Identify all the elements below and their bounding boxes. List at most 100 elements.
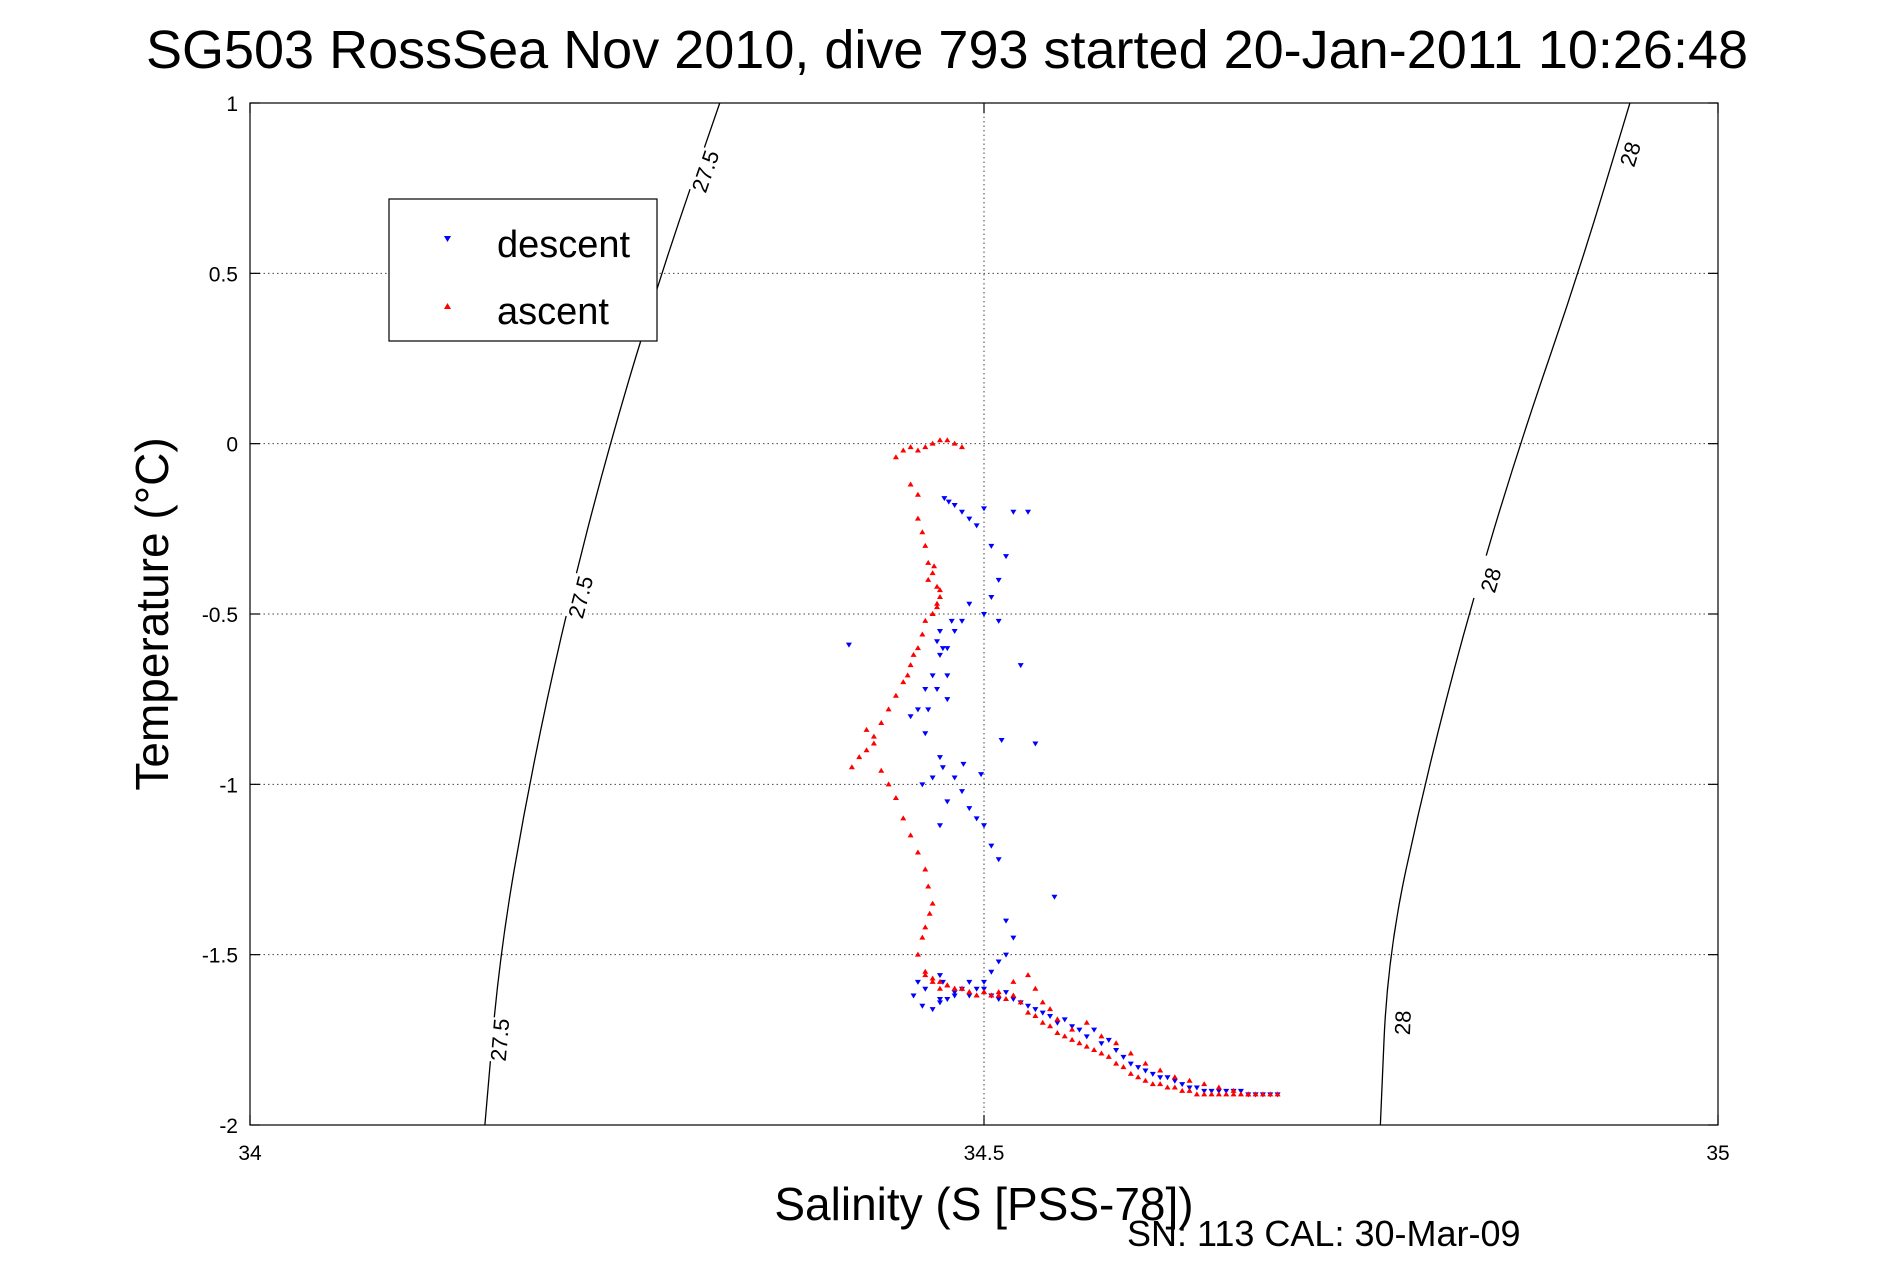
ascent-point	[910, 651, 917, 657]
ascent-point	[1157, 1081, 1164, 1087]
descent-point	[995, 959, 1002, 965]
descent-point	[995, 996, 1002, 1002]
descent-point	[966, 806, 973, 812]
ascent-point	[922, 972, 929, 978]
descent-point	[951, 990, 958, 996]
legend-marker-ascent	[444, 303, 451, 309]
ascent-point	[1017, 999, 1024, 1005]
descent-point	[981, 823, 987, 829]
ascent-point	[958, 985, 965, 991]
ascent-point	[1186, 1087, 1193, 1093]
ascent-point	[1098, 1033, 1105, 1039]
descent-point	[1091, 1027, 1098, 1033]
descent-point	[981, 612, 987, 617]
ascent-point	[907, 481, 914, 487]
legend-box	[388, 198, 658, 342]
descent-point	[936, 996, 943, 1002]
ascent-point	[914, 951, 921, 957]
ascent-point	[900, 679, 907, 685]
y-tick-label: 0.5	[209, 263, 238, 286]
descent-point	[1179, 1082, 1186, 1088]
descent-point	[1003, 918, 1010, 924]
descent-point	[919, 1003, 926, 1009]
descent-point	[966, 516, 973, 522]
ascent-point	[925, 883, 932, 889]
ascent-point	[907, 444, 914, 450]
contour-label-bg	[1389, 1000, 1416, 1046]
ascent-point	[1054, 1030, 1061, 1036]
ascent-point	[914, 447, 921, 453]
descent-point	[973, 986, 980, 992]
ascent-point	[1230, 1091, 1237, 1097]
descent-point	[1164, 1075, 1171, 1081]
descent-point	[1047, 1013, 1054, 1019]
descent-point	[1025, 1003, 1032, 1009]
ascent-point	[1267, 1091, 1274, 1097]
data-points	[845, 437, 1281, 1098]
ascent-point	[919, 631, 926, 637]
descent-point	[922, 686, 929, 692]
ascent-point	[929, 900, 936, 906]
ascent-point	[951, 985, 958, 991]
descent-point	[1054, 1020, 1061, 1026]
descent-point	[945, 499, 952, 505]
contour-label-bg	[1612, 129, 1648, 179]
ascent-point	[922, 444, 929, 450]
ascent-point	[1010, 978, 1017, 984]
descent-point	[944, 996, 951, 1002]
ascent-point	[1171, 1084, 1178, 1090]
ascent-point	[922, 968, 929, 974]
x-tick-label: 35	[1706, 1142, 1729, 1165]
descent-point	[845, 642, 852, 648]
axis-ticks: 34 34.5 35 1 0.5 0 -0.5 -1 -1.5 -2	[202, 93, 1730, 1165]
ascent-point	[1120, 1064, 1127, 1070]
contour-label-27.5: 27.5	[486, 1017, 515, 1062]
descent-point	[1051, 894, 1058, 900]
ascent-point	[995, 989, 1002, 995]
ascent-point	[1091, 1047, 1098, 1053]
descent-point	[1010, 935, 1017, 941]
descent-point	[1083, 1034, 1090, 1040]
descent-point	[973, 816, 980, 822]
descent-point	[1193, 1085, 1200, 1091]
descent-point	[948, 618, 955, 624]
descent-point	[941, 496, 948, 502]
ascent-point	[1259, 1091, 1266, 1097]
descent-point	[1127, 1061, 1134, 1067]
descent-point	[1010, 996, 1017, 1002]
descent-point	[951, 993, 958, 999]
ascent-point	[904, 672, 911, 678]
ascent-point	[907, 832, 914, 838]
ascent-point	[1025, 972, 1032, 978]
descent-point	[1039, 1010, 1046, 1016]
legend-label-ascent: ascent	[497, 291, 609, 333]
ascent-point	[914, 515, 921, 521]
descent-point	[978, 772, 985, 778]
descent-point	[1003, 990, 1010, 996]
ascent-point	[929, 975, 936, 981]
ascent-point	[1149, 1081, 1156, 1087]
series-ascent	[848, 437, 1281, 1097]
descent-point	[1017, 663, 1024, 669]
descent-point	[960, 761, 967, 767]
descent-point	[929, 775, 936, 781]
descent-point	[958, 509, 965, 515]
ascent-point	[1186, 1077, 1193, 1083]
x-tick-label: 34.5	[964, 1142, 1005, 1165]
y-tick-label: -2	[219, 1115, 238, 1138]
contour-label-bg	[1472, 555, 1509, 605]
descent-point	[925, 707, 932, 713]
ascent-point	[1142, 1060, 1149, 1066]
ascent-point	[1032, 985, 1039, 991]
y-tick-label: 0	[226, 434, 238, 457]
ascent-point	[966, 989, 973, 995]
descent-point	[936, 1000, 943, 1006]
ascent-point	[1164, 1084, 1171, 1090]
descent-point	[973, 523, 980, 529]
ascent-point	[929, 978, 936, 984]
ascent-point	[885, 781, 892, 787]
descent-point	[988, 543, 995, 549]
descent-point	[1105, 1037, 1112, 1043]
